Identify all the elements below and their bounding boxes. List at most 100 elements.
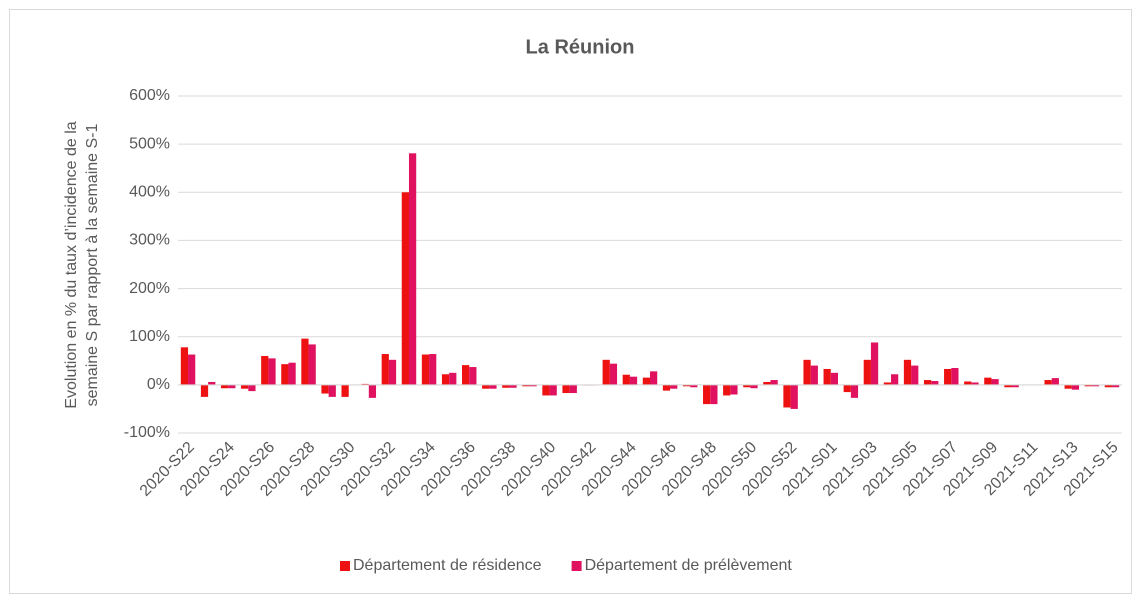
- bar: [622, 374, 630, 385]
- bar: [1071, 384, 1080, 390]
- bar: [268, 358, 276, 385]
- y-tick-label: 0%: [147, 376, 170, 393]
- bar: [850, 384, 859, 398]
- legend-swatch: [340, 561, 350, 571]
- y-axis-label: semaine S par rapport à la semaine S-1: [84, 123, 101, 406]
- bar: [281, 364, 289, 385]
- bar: [730, 384, 738, 395]
- bar: [750, 384, 758, 389]
- bar: [810, 365, 818, 385]
- bar: [642, 377, 650, 385]
- chart-title: La Réunion: [526, 36, 635, 58]
- bar: [964, 381, 972, 385]
- bar: [368, 384, 377, 398]
- legend-label: Département de résidence: [353, 557, 542, 574]
- bar: [562, 384, 570, 394]
- bar: [911, 365, 919, 385]
- bar: [180, 347, 189, 385]
- bar: [321, 384, 329, 394]
- bar: [763, 381, 771, 385]
- bar: [308, 344, 316, 385]
- y-tick-label: 500%: [129, 135, 170, 152]
- bar: [991, 379, 999, 385]
- bar: [549, 384, 557, 396]
- bar: [469, 367, 477, 385]
- y-tick-label: 600%: [129, 87, 170, 104]
- bar: [670, 384, 678, 389]
- bar: [1051, 378, 1059, 385]
- bar: [489, 384, 497, 389]
- bar: [650, 371, 658, 385]
- bar: [1111, 384, 1120, 388]
- bar: [542, 384, 550, 396]
- bar: [682, 384, 691, 387]
- bar: [449, 372, 457, 385]
- bar: [288, 362, 296, 385]
- bar: [529, 384, 537, 387]
- bar: [421, 354, 430, 385]
- bar: [662, 384, 671, 391]
- bar: [891, 374, 899, 385]
- bar: [388, 359, 397, 385]
- bar: [429, 354, 437, 385]
- bar: [743, 384, 751, 388]
- bar: [462, 365, 470, 385]
- bar: [408, 153, 417, 385]
- bar: [522, 384, 530, 387]
- bar: [241, 384, 249, 389]
- bar: [188, 354, 196, 385]
- bar: [1044, 380, 1052, 385]
- bar: [783, 384, 791, 408]
- bar: [220, 384, 229, 389]
- bar: [569, 384, 577, 394]
- bar: [1104, 384, 1112, 388]
- bar: [341, 384, 349, 397]
- bar: [951, 368, 959, 385]
- bar: [1064, 384, 1072, 389]
- y-tick-label: -100%: [124, 424, 170, 441]
- y-tick-label: 300%: [129, 232, 170, 249]
- bar: [1091, 384, 1100, 387]
- bar: [790, 384, 798, 409]
- bar: [1011, 384, 1019, 388]
- bar: [984, 377, 992, 385]
- bar: [208, 381, 216, 385]
- bar: [803, 359, 811, 385]
- bar: [923, 380, 932, 385]
- bar: [690, 384, 698, 388]
- bar: [883, 382, 892, 385]
- bar: [1084, 384, 1092, 387]
- bar: [381, 354, 389, 385]
- y-axis-label: Evolution en % du taux d’incidence de la: [63, 121, 80, 408]
- bar: [441, 374, 450, 385]
- bar: [870, 342, 879, 385]
- bar: [502, 384, 510, 388]
- bar: [830, 372, 838, 385]
- bar: [200, 384, 209, 397]
- bar: [710, 384, 718, 405]
- legend-label: Département de prélèvement: [585, 557, 793, 574]
- bar: [228, 384, 236, 389]
- bar: [261, 355, 269, 385]
- bar: [723, 384, 731, 396]
- bar: [248, 384, 256, 392]
- bar: [823, 368, 831, 385]
- bar: [863, 359, 871, 385]
- legend-swatch: [571, 561, 582, 571]
- bar: [703, 384, 711, 405]
- bar: [843, 384, 851, 393]
- bar: [602, 359, 610, 385]
- y-tick-label: 400%: [129, 184, 170, 201]
- bar: [1004, 384, 1012, 388]
- bar: [944, 368, 952, 385]
- bar: [328, 384, 336, 397]
- y-tick-label: 200%: [129, 280, 170, 297]
- bar: [401, 192, 409, 385]
- bar: [609, 363, 618, 385]
- bar: [482, 384, 490, 389]
- chart-border: [9, 9, 1132, 594]
- bar: [629, 376, 638, 385]
- bar: [770, 380, 778, 385]
- bar: [903, 359, 912, 385]
